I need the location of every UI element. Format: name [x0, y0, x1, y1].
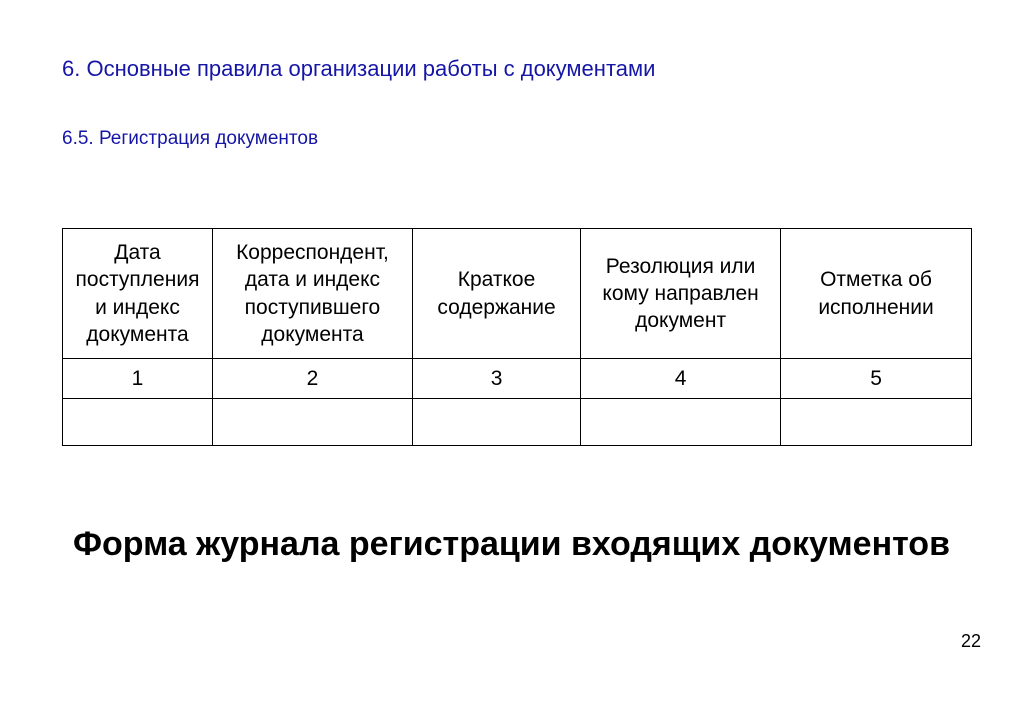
table-empty-row: [63, 399, 972, 446]
table-header-cell: Отметка об исполнении: [781, 229, 972, 359]
slide: 6. Основные правила организации работы с…: [0, 0, 1023, 708]
table-number-row: 1 2 3 4 5: [63, 359, 972, 399]
table-caption: Форма журнала регистрации входящих докум…: [0, 522, 1023, 568]
table-header-cell: Корреспондент, дата и индекс поступившег…: [212, 229, 412, 359]
table-header-row: Дата поступления и индекс документа Корр…: [63, 229, 972, 359]
subsection-heading: 6.5. Регистрация документов: [62, 128, 318, 150]
table-cell: [581, 399, 781, 446]
table-cell: 4: [581, 359, 781, 399]
page-number: 22: [961, 631, 981, 652]
table-cell: [781, 399, 972, 446]
table-header-cell: Резолюция или кому направлен документ: [581, 229, 781, 359]
table-cell: 3: [412, 359, 580, 399]
table-cell: [412, 399, 580, 446]
table-cell: [212, 399, 412, 446]
table-cell: 1: [63, 359, 213, 399]
registration-table: Дата поступления и индекс документа Корр…: [62, 228, 972, 446]
table-header-cell: Дата поступления и индекс документа: [63, 229, 213, 359]
section-heading: 6. Основные правила организации работы с…: [62, 56, 655, 82]
table-cell: 5: [781, 359, 972, 399]
table-header-cell: Краткое содержание: [412, 229, 580, 359]
table-cell: [63, 399, 213, 446]
table-cell: 2: [212, 359, 412, 399]
